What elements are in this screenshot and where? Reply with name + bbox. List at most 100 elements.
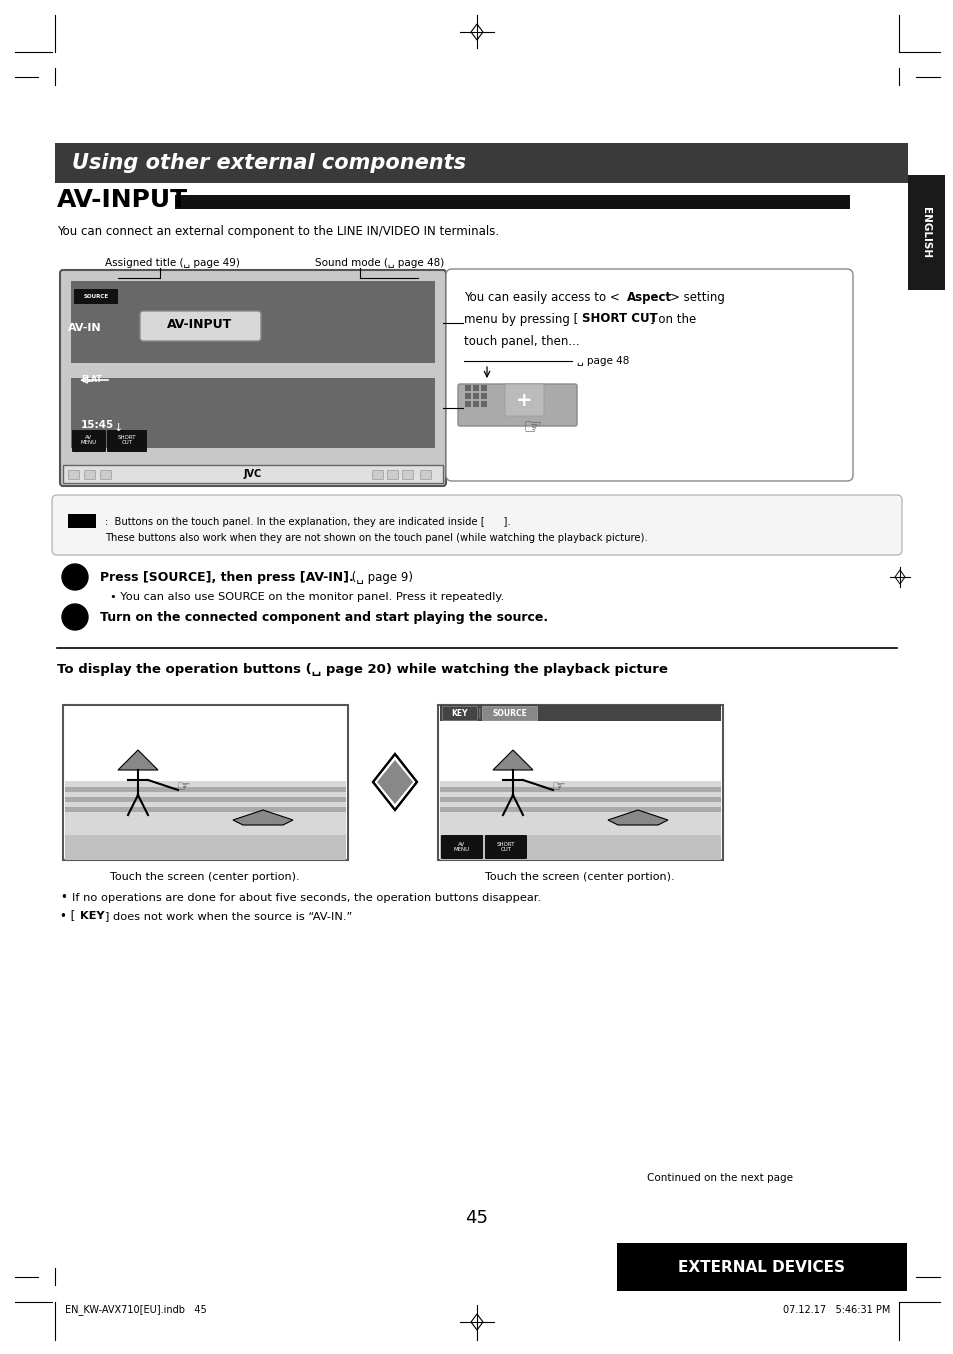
Text: You can connect an external component to the LINE IN/VIDEO IN terminals.: You can connect an external component to… xyxy=(57,226,498,238)
Text: KEY: KEY xyxy=(80,911,105,921)
Text: 2: 2 xyxy=(70,609,80,624)
Text: SOURCE: SOURCE xyxy=(83,294,109,298)
Polygon shape xyxy=(471,1313,482,1330)
Bar xyxy=(439,781,720,858)
Bar xyxy=(65,807,346,812)
Bar xyxy=(65,787,346,792)
Text: Assigned title (␣ page 49): Assigned title (␣ page 49) xyxy=(105,259,239,268)
FancyBboxPatch shape xyxy=(446,269,852,481)
Text: FLAT: FLAT xyxy=(81,375,102,385)
FancyBboxPatch shape xyxy=(387,470,398,479)
Text: AV-INPUT: AV-INPUT xyxy=(57,188,188,213)
FancyBboxPatch shape xyxy=(100,470,112,479)
FancyBboxPatch shape xyxy=(74,288,118,305)
Text: Aspect: Aspect xyxy=(626,291,672,303)
Bar xyxy=(464,401,471,408)
Text: 15:45: 15:45 xyxy=(81,420,114,431)
Polygon shape xyxy=(894,570,904,584)
Text: ↓: ↓ xyxy=(113,422,123,433)
FancyBboxPatch shape xyxy=(60,269,446,486)
Polygon shape xyxy=(607,810,667,825)
Bar xyxy=(439,798,720,802)
Polygon shape xyxy=(493,750,533,770)
Text: AV
MENU: AV MENU xyxy=(454,842,470,853)
Text: SHORT
CUT: SHORT CUT xyxy=(117,435,136,445)
FancyBboxPatch shape xyxy=(69,470,79,479)
Text: ] does not work when the source is “AV-IN.”: ] does not work when the source is “AV-I… xyxy=(105,911,352,921)
Text: Sound mode (␣ page 48): Sound mode (␣ page 48) xyxy=(314,259,444,268)
Bar xyxy=(439,835,720,860)
Text: SHORT CUT: SHORT CUT xyxy=(581,313,657,325)
FancyBboxPatch shape xyxy=(107,431,147,452)
FancyBboxPatch shape xyxy=(504,385,543,416)
Text: ␣ page 48: ␣ page 48 xyxy=(577,356,629,366)
Text: menu by pressing [: menu by pressing [ xyxy=(463,313,578,325)
Bar xyxy=(439,705,720,720)
Text: • [: • [ xyxy=(60,910,75,922)
Bar xyxy=(441,705,476,720)
Text: :  Buttons on the touch panel. In the explanation, they are indicated inside [  : : Buttons on the touch panel. In the exp… xyxy=(105,517,510,527)
Bar xyxy=(907,175,944,290)
Bar xyxy=(68,515,96,528)
Text: Continued on the next page: Continued on the next page xyxy=(646,1173,792,1183)
Text: EN_KW-AVX710[EU].indb   45: EN_KW-AVX710[EU].indb 45 xyxy=(65,1304,207,1316)
Text: SOURCE: SOURCE xyxy=(492,708,527,718)
Bar xyxy=(473,385,478,391)
Text: •: • xyxy=(60,891,67,904)
Bar xyxy=(473,393,478,399)
FancyBboxPatch shape xyxy=(372,470,383,479)
Text: AV-IN: AV-IN xyxy=(68,324,102,333)
Text: EXTERNAL DEVICES: EXTERNAL DEVICES xyxy=(678,1259,844,1274)
Bar xyxy=(464,385,471,391)
FancyBboxPatch shape xyxy=(420,470,431,479)
FancyBboxPatch shape xyxy=(52,496,901,555)
Text: (␣ page 9): (␣ page 9) xyxy=(348,570,413,584)
Text: ENGLISH: ENGLISH xyxy=(921,207,930,259)
Text: JVC: JVC xyxy=(244,468,262,479)
Text: 1: 1 xyxy=(70,570,80,585)
Text: ☞: ☞ xyxy=(551,780,564,795)
Text: • You can also use SOURCE on the monitor panel. Press it repeatedly.: • You can also use SOURCE on the monitor… xyxy=(110,592,503,603)
Bar xyxy=(439,787,720,792)
Text: |: | xyxy=(476,708,480,718)
Bar xyxy=(65,798,346,802)
Polygon shape xyxy=(376,760,413,804)
Text: 07.12.17   5:46:31 PM: 07.12.17 5:46:31 PM xyxy=(781,1305,889,1315)
Text: Touch the screen (center portion).: Touch the screen (center portion). xyxy=(485,872,674,881)
Text: Touch the screen (center portion).: Touch the screen (center portion). xyxy=(111,872,299,881)
Circle shape xyxy=(62,565,88,590)
Text: You can easily access to <: You can easily access to < xyxy=(463,291,619,303)
Polygon shape xyxy=(471,24,482,41)
Circle shape xyxy=(62,604,88,630)
FancyBboxPatch shape xyxy=(457,385,577,427)
Text: AV
MENU: AV MENU xyxy=(81,435,97,445)
Bar xyxy=(65,781,346,858)
Polygon shape xyxy=(233,810,293,825)
Text: Turn on the connected component and start playing the source.: Turn on the connected component and star… xyxy=(100,611,548,623)
Text: If no operations are done for about five seconds, the operation buttons disappea: If no operations are done for about five… xyxy=(71,894,540,903)
Text: touch panel, then...: touch panel, then... xyxy=(463,334,579,348)
Bar xyxy=(437,705,722,860)
Text: SHORT
CUT: SHORT CUT xyxy=(497,842,515,853)
Polygon shape xyxy=(118,750,158,770)
Polygon shape xyxy=(373,754,416,810)
Text: > setting: > setting xyxy=(669,291,724,303)
Text: ☞: ☞ xyxy=(176,780,190,795)
Bar xyxy=(480,385,486,391)
FancyBboxPatch shape xyxy=(85,470,95,479)
Bar xyxy=(473,401,478,408)
Text: +: + xyxy=(516,390,532,409)
Bar xyxy=(480,401,486,408)
Bar xyxy=(55,144,907,183)
Bar xyxy=(439,807,720,812)
FancyBboxPatch shape xyxy=(402,470,413,479)
Bar xyxy=(63,705,348,860)
Text: Press [SOURCE], then press [AV-IN].: Press [SOURCE], then press [AV-IN]. xyxy=(100,570,354,584)
Text: AV-INPUT: AV-INPUT xyxy=(167,318,233,332)
FancyBboxPatch shape xyxy=(484,835,526,858)
Bar xyxy=(63,464,442,483)
FancyBboxPatch shape xyxy=(71,431,106,452)
FancyBboxPatch shape xyxy=(140,311,261,341)
Bar xyxy=(617,1243,906,1290)
Bar xyxy=(71,378,435,448)
